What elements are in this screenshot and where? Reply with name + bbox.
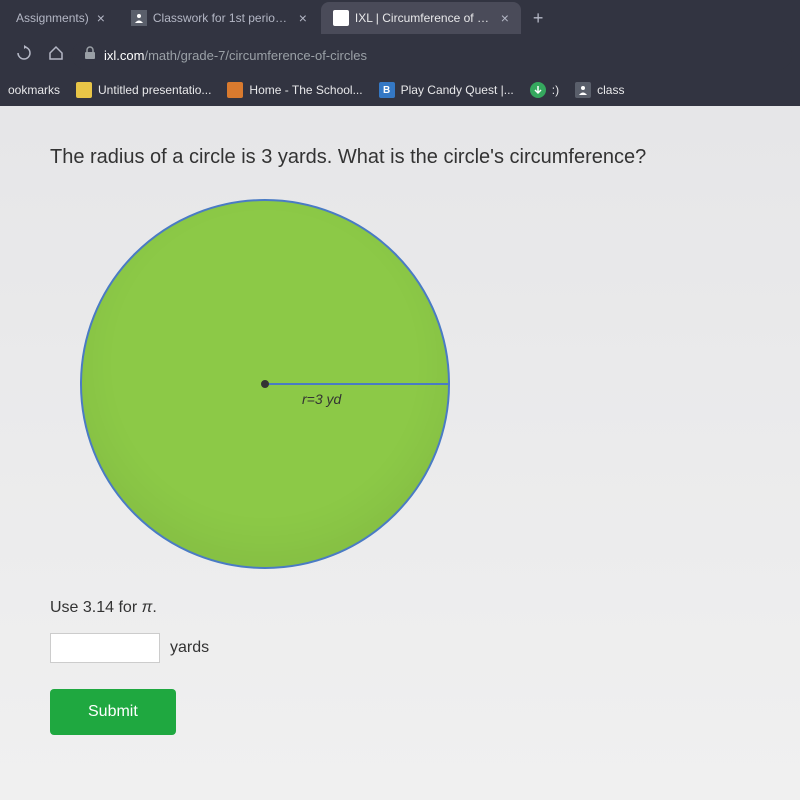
class-icon: [575, 82, 591, 98]
close-icon[interactable]: ×: [97, 10, 105, 26]
bookmark-label: Play Candy Quest |...: [401, 83, 514, 97]
slides-icon: [76, 82, 92, 98]
tab-title: IXL | Circumference of circles | 7: [355, 11, 493, 25]
bookmarks-label: ookmarks: [8, 83, 60, 97]
bookmark-label: class: [597, 83, 624, 97]
bookmarks-bar: ookmarks Untitled presentatio... Home - …: [0, 74, 800, 106]
new-tab-button[interactable]: +: [523, 8, 554, 29]
url-path: /math/grade-7/circumference-of-circles: [144, 48, 367, 63]
tab-bar: Assignments) × Classwork for 1st period …: [0, 0, 800, 36]
radius-label: r=3 yd: [302, 391, 341, 407]
bookmark-untitled[interactable]: Untitled presentatio...: [76, 82, 211, 98]
home-icon[interactable]: [40, 45, 72, 66]
bookmark-label: :): [552, 83, 559, 97]
bookmark-candy[interactable]: B Play Candy Quest |...: [379, 82, 514, 98]
submit-button[interactable]: Submit: [50, 689, 176, 735]
school-icon: [227, 82, 243, 98]
circle-diagram: r=3 yd: [80, 199, 450, 569]
url-input[interactable]: ixl.com /math/grade-7/circumference-of-c…: [72, 40, 792, 70]
lock-icon: [84, 46, 96, 65]
tab-title: Classwork for 1st period 7th gra: [153, 11, 291, 25]
unit-label: yards: [170, 639, 209, 657]
tab-title: Assignments): [16, 11, 89, 25]
classroom-icon: [131, 10, 147, 26]
radius-line: [265, 383, 448, 385]
bookmark-label: Untitled presentatio...: [98, 83, 211, 97]
url-domain: ixl.com: [104, 48, 144, 63]
pi-symbol: π: [142, 599, 153, 616]
instruction-text: Use 3.14 for π.: [50, 599, 750, 617]
tab-assignments[interactable]: Assignments) ×: [4, 2, 117, 34]
question-text: The radius of a circle is 3 yards. What …: [50, 146, 750, 169]
answer-row: yards: [50, 633, 750, 663]
instruction-suffix: .: [152, 599, 156, 616]
bookmark-label: Home - The School...: [249, 83, 362, 97]
bookmark-smiley[interactable]: :): [530, 82, 559, 98]
close-icon[interactable]: ×: [501, 10, 509, 26]
address-bar: ixl.com /math/grade-7/circumference-of-c…: [0, 36, 800, 74]
instruction-prefix: Use 3.14 for: [50, 599, 142, 616]
bookmark-class[interactable]: class: [575, 82, 624, 98]
ixl-icon: [333, 10, 349, 26]
game-icon: B: [379, 82, 395, 98]
reload-icon[interactable]: [8, 45, 40, 66]
tab-ixl[interactable]: IXL | Circumference of circles | 7 ×: [321, 2, 521, 34]
answer-input[interactable]: [50, 633, 160, 663]
center-dot: [261, 380, 269, 388]
bookmark-home[interactable]: Home - The School...: [227, 82, 362, 98]
content-area: The radius of a circle is 3 yards. What …: [0, 106, 800, 800]
tab-classwork[interactable]: Classwork for 1st period 7th gra ×: [119, 2, 319, 34]
close-icon[interactable]: ×: [299, 10, 307, 26]
download-icon: [530, 82, 546, 98]
